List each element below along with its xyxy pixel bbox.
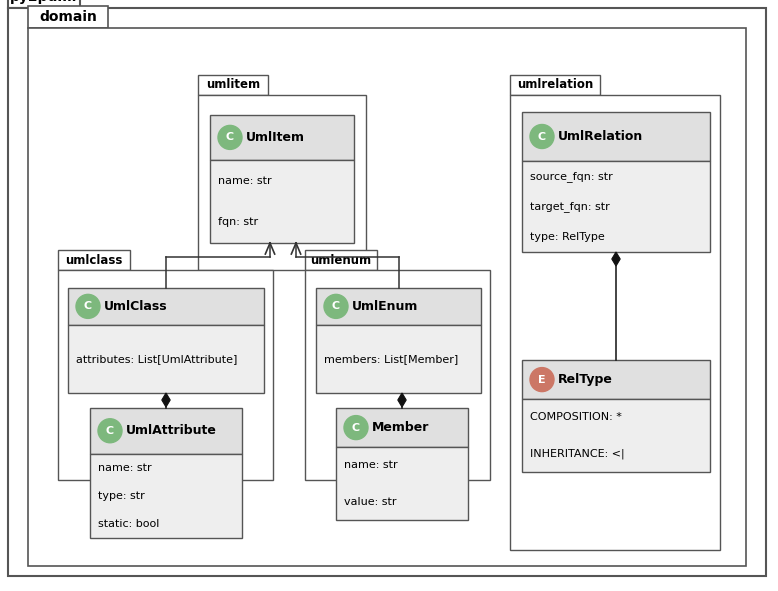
Text: C: C — [84, 301, 92, 311]
Bar — [58, 270, 273, 480]
Text: umlitem: umlitem — [206, 79, 260, 92]
Bar — [510, 95, 720, 550]
Bar — [316, 288, 481, 324]
Text: umlenum: umlenum — [310, 254, 372, 267]
Bar — [305, 250, 377, 270]
Circle shape — [344, 415, 368, 440]
Text: Member: Member — [372, 421, 429, 434]
Text: UmlClass: UmlClass — [104, 300, 167, 313]
Text: C: C — [352, 423, 360, 433]
Circle shape — [76, 294, 100, 319]
Bar — [522, 360, 710, 399]
Bar — [8, 0, 80, 8]
Bar — [90, 408, 242, 453]
Bar — [510, 75, 600, 95]
Polygon shape — [612, 252, 620, 266]
Bar — [90, 453, 242, 538]
Text: UmlItem: UmlItem — [246, 131, 305, 144]
Polygon shape — [162, 393, 170, 407]
Bar — [198, 95, 366, 270]
Text: type: str: type: str — [98, 491, 145, 501]
Text: static: bool: static: bool — [98, 519, 159, 529]
Text: C: C — [226, 132, 234, 142]
Text: umlclass: umlclass — [65, 254, 123, 267]
Circle shape — [324, 294, 348, 319]
Circle shape — [218, 125, 242, 150]
Text: C: C — [332, 301, 340, 311]
Bar — [522, 161, 710, 252]
Text: INHERITANCE: <|: INHERITANCE: <| — [530, 449, 625, 459]
Circle shape — [530, 368, 554, 392]
Text: name: str: name: str — [218, 176, 272, 186]
Text: COMPOSITION: *: COMPOSITION: * — [530, 413, 622, 423]
Bar — [210, 115, 354, 160]
Bar — [305, 270, 490, 480]
Bar — [522, 399, 710, 472]
Bar — [210, 160, 354, 243]
Text: C: C — [538, 132, 546, 141]
Text: domain: domain — [39, 10, 97, 24]
Text: value: str: value: str — [344, 497, 397, 507]
Text: RelType: RelType — [558, 373, 613, 386]
Text: attributes: List[UmlAttribute]: attributes: List[UmlAttribute] — [76, 354, 237, 364]
Text: target_fqn: str: target_fqn: str — [530, 201, 610, 212]
Bar — [522, 112, 710, 161]
Text: UmlAttribute: UmlAttribute — [126, 424, 217, 437]
Bar — [68, 288, 264, 324]
Text: type: RelType: type: RelType — [530, 232, 605, 242]
Polygon shape — [398, 393, 406, 407]
Text: name: str: name: str — [98, 463, 152, 473]
Text: source_fqn: str: source_fqn: str — [530, 171, 613, 181]
Text: py2puml: py2puml — [10, 0, 78, 4]
Text: E: E — [538, 375, 546, 385]
Bar — [336, 408, 468, 447]
Circle shape — [98, 419, 122, 443]
Bar — [68, 324, 264, 393]
Bar — [28, 6, 108, 28]
Bar — [58, 250, 130, 270]
Text: UmlEnum: UmlEnum — [352, 300, 419, 313]
Text: fqn: str: fqn: str — [218, 217, 258, 227]
Bar — [336, 447, 468, 520]
Text: name: str: name: str — [344, 460, 398, 470]
Circle shape — [530, 125, 554, 148]
Bar — [198, 75, 268, 95]
Text: members: List[Member]: members: List[Member] — [324, 354, 458, 364]
Text: UmlRelation: UmlRelation — [558, 130, 643, 143]
Bar — [316, 324, 481, 393]
Text: umlrelation: umlrelation — [517, 79, 593, 92]
Text: C: C — [106, 426, 114, 436]
